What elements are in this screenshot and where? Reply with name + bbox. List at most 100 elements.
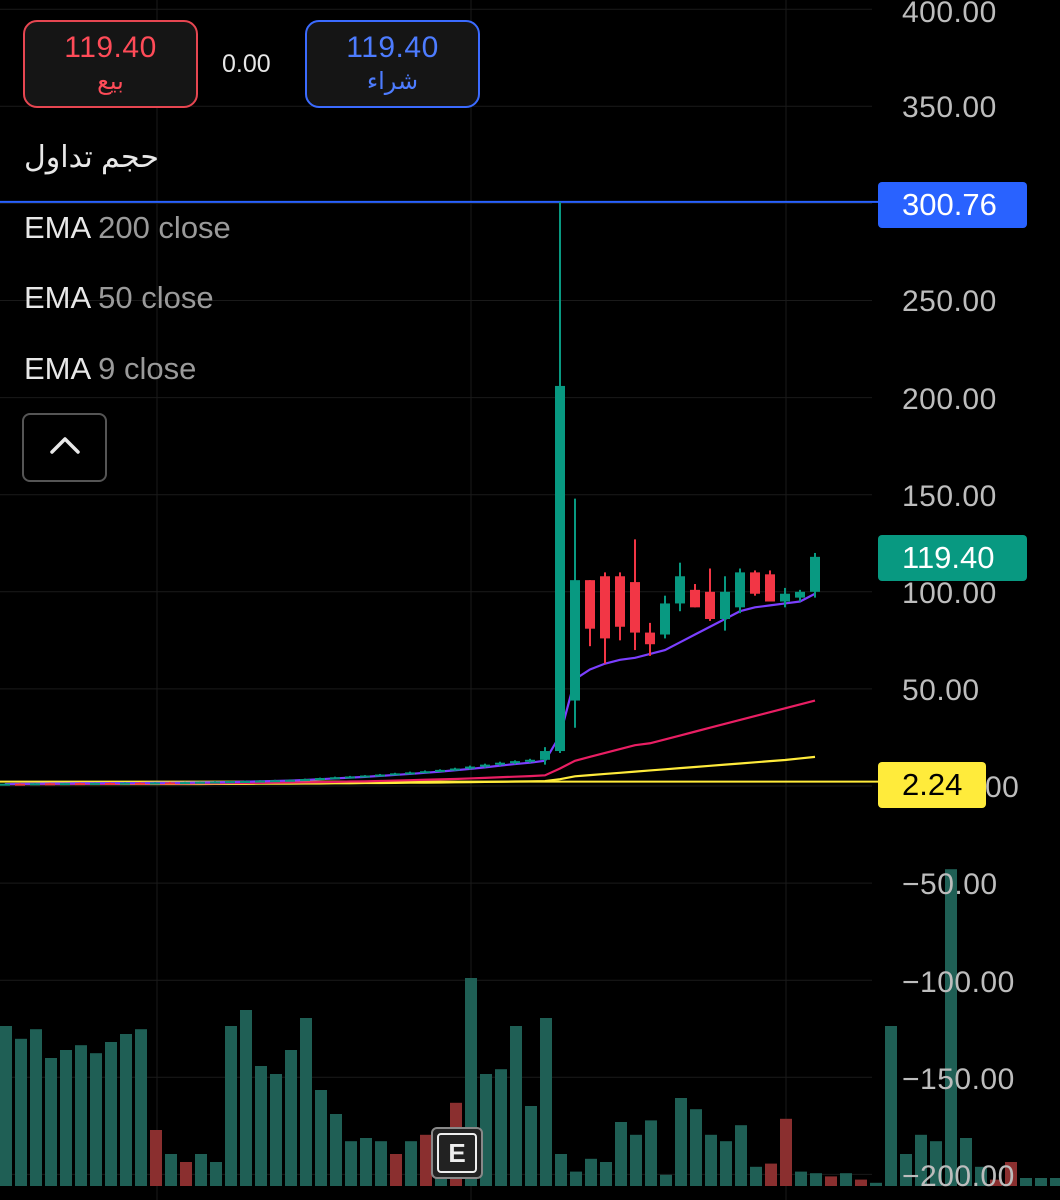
- earnings-e-icon: E: [437, 1133, 477, 1173]
- candle-body: [225, 781, 235, 784]
- candle-body: [735, 572, 745, 608]
- volume-bar: [195, 1154, 207, 1186]
- candle-body: [405, 772, 415, 775]
- axis-label-150: 150.00: [902, 480, 997, 513]
- volume-bar: [60, 1050, 72, 1186]
- candle-body: [270, 780, 280, 783]
- ema9-legend[interactable]: EMA 9 close: [24, 351, 196, 387]
- volume-bar: [360, 1138, 372, 1186]
- candle-body: [705, 591, 715, 619]
- candle-body: [0, 783, 10, 786]
- volume-indicator-legend[interactable]: حجم تداول: [24, 140, 159, 175]
- volume-bar: [600, 1162, 612, 1186]
- axis-label-100: 100.00: [902, 577, 997, 610]
- sell-button[interactable]: 119.40 بيع: [23, 20, 198, 108]
- candle-body: [315, 778, 325, 781]
- volume-bar: [15, 1038, 27, 1186]
- volume-bar: [390, 1154, 402, 1186]
- candle-body: [540, 751, 550, 760]
- candle-body: [690, 589, 700, 608]
- candle-body: [285, 779, 295, 782]
- volume-bar: [765, 1163, 777, 1186]
- volume-bar: [660, 1174, 672, 1186]
- volume-bar: [285, 1050, 297, 1186]
- volume-bar: [720, 1141, 732, 1186]
- volume-bar: [735, 1125, 747, 1186]
- candle-body: [165, 782, 175, 785]
- volume-bar: [1050, 1178, 1060, 1186]
- candle-body: [90, 782, 100, 785]
- volume-bar: [675, 1098, 687, 1186]
- volume-bar: [0, 1026, 12, 1186]
- volume-bar: [345, 1141, 357, 1186]
- buy-label: شراء: [366, 68, 419, 95]
- collapse-legend-button[interactable]: [22, 413, 107, 482]
- candle-body: [75, 783, 85, 786]
- candle-body: [780, 593, 790, 602]
- buy-button[interactable]: 119.40 شراء: [305, 20, 480, 108]
- candle-body: [615, 576, 625, 627]
- volume-bar: [540, 1018, 552, 1186]
- sell-label: بيع: [97, 68, 124, 95]
- volume-bar: [630, 1134, 642, 1186]
- candle-body: [435, 769, 445, 772]
- volume-bar: [240, 1010, 252, 1186]
- volume-bar: [795, 1171, 807, 1186]
- sell-price: 119.40: [64, 31, 157, 64]
- candle-body: [570, 580, 580, 701]
- candle-body: [300, 779, 310, 782]
- axis-label-neg200: −200.00: [902, 1160, 1015, 1193]
- volume-bar: [945, 869, 957, 1186]
- volume-bar: [990, 1179, 1002, 1186]
- volume-bar: [480, 1074, 492, 1186]
- volume-bar: [780, 1118, 792, 1186]
- candle-body: [480, 764, 490, 767]
- earnings-marker[interactable]: E: [431, 1127, 483, 1179]
- high-price-tag[interactable]: 300.76: [878, 182, 1027, 228]
- volume-bar: [645, 1120, 657, 1186]
- candle-body: [585, 580, 595, 629]
- candle-body: [240, 780, 250, 783]
- ema50-legend[interactable]: EMA 50 close: [24, 280, 214, 316]
- volume-bar: [420, 1134, 432, 1186]
- volume-bar: [75, 1045, 87, 1186]
- volume-bar: [615, 1122, 627, 1186]
- volume-bar: [555, 1154, 567, 1186]
- ema9-params: 9 close: [98, 351, 197, 386]
- candle-body: [750, 572, 760, 594]
- candle-body: [195, 781, 205, 784]
- volume-bar: [510, 1026, 522, 1186]
- volume-bar: [90, 1053, 102, 1186]
- volume-bar: [105, 1042, 117, 1186]
- candle-body: [390, 773, 400, 776]
- candle-body: [15, 783, 25, 786]
- candle-body: [525, 759, 535, 762]
- candle-body: [630, 582, 640, 633]
- low-price-tag[interactable]: 2.24: [878, 762, 986, 808]
- ema50-line: [5, 699, 816, 786]
- volume-bar: [150, 1130, 162, 1186]
- volume-bar: [255, 1066, 267, 1186]
- axis-label-neg150: −150.00: [902, 1063, 1015, 1096]
- candle-body: [45, 783, 55, 786]
- volume-bar: [870, 1182, 882, 1186]
- spread-value: 0.00: [222, 50, 271, 78]
- volume-bar: [855, 1179, 867, 1186]
- axis-label-250: 250.00: [902, 285, 997, 318]
- volume-bar: [1020, 1178, 1032, 1186]
- volume-bar: [405, 1141, 417, 1186]
- volume-bar: [900, 1154, 912, 1186]
- axis-label-400: 400.00: [902, 0, 997, 29]
- volume-bar: [885, 1026, 897, 1186]
- ema50-name: EMA: [24, 280, 90, 315]
- axis-label-350: 350.00: [902, 91, 997, 124]
- volume-bar: [495, 1069, 507, 1186]
- volume-bar: [270, 1074, 282, 1186]
- volume-bar: [225, 1026, 237, 1186]
- candle-body: [720, 591, 730, 619]
- ema200-legend[interactable]: EMA 200 close: [24, 210, 231, 246]
- volume-bar: [120, 1034, 132, 1186]
- candle-body: [765, 574, 775, 602]
- volume-bar: [45, 1058, 57, 1186]
